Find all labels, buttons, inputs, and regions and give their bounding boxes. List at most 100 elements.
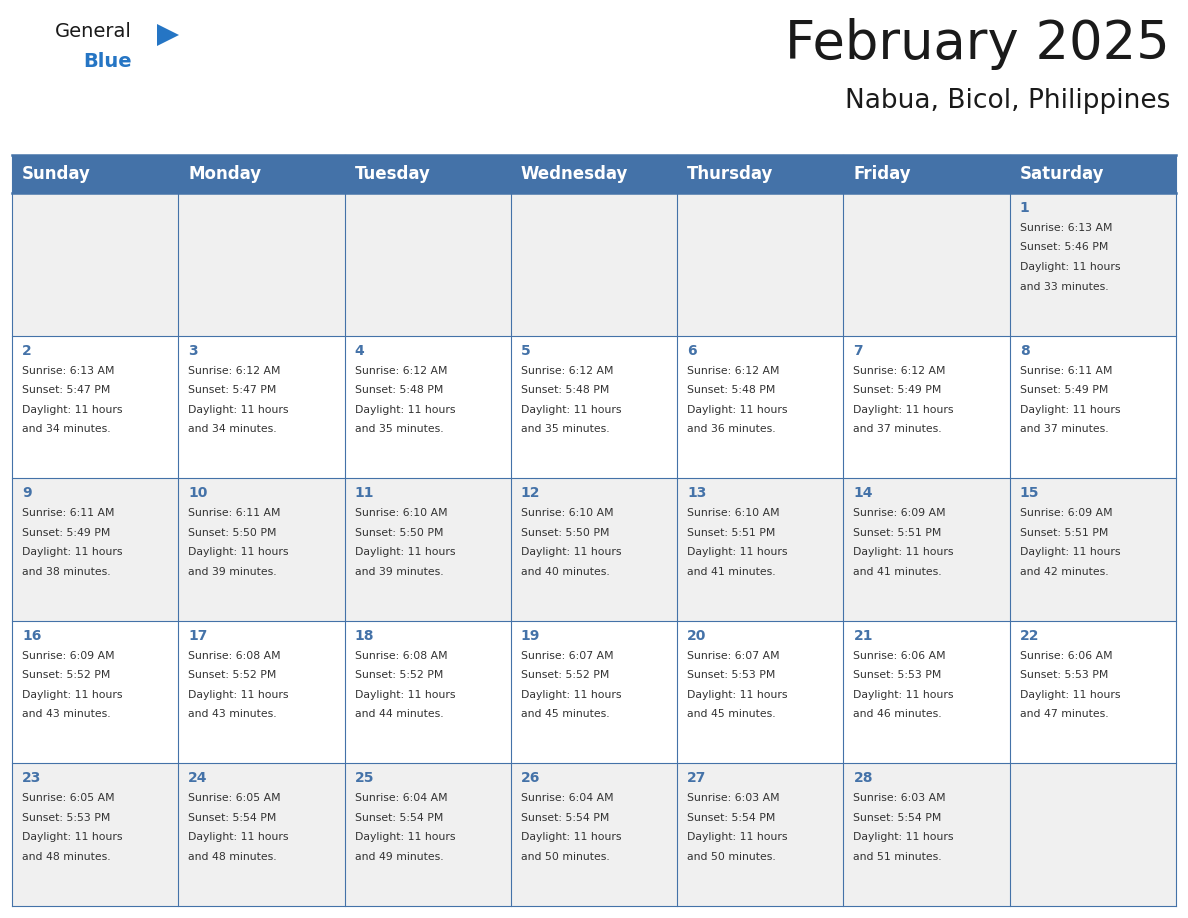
Text: and 44 minutes.: and 44 minutes. xyxy=(354,710,443,720)
Text: 17: 17 xyxy=(188,629,208,643)
Text: Sunrise: 6:09 AM: Sunrise: 6:09 AM xyxy=(23,651,114,661)
Bar xyxy=(677,336,843,478)
Bar xyxy=(677,764,843,906)
Bar xyxy=(178,478,345,621)
Bar xyxy=(178,336,345,478)
Text: Sunrise: 6:10 AM: Sunrise: 6:10 AM xyxy=(354,509,447,518)
Text: Sunday: Sunday xyxy=(23,165,90,183)
Text: Daylight: 11 hours: Daylight: 11 hours xyxy=(520,405,621,415)
Text: Sunset: 5:53 PM: Sunset: 5:53 PM xyxy=(853,670,942,680)
Text: Daylight: 11 hours: Daylight: 11 hours xyxy=(853,547,954,557)
Text: Daylight: 11 hours: Daylight: 11 hours xyxy=(853,405,954,415)
Text: and 43 minutes.: and 43 minutes. xyxy=(23,710,110,720)
Text: 16: 16 xyxy=(23,629,42,643)
Text: and 35 minutes.: and 35 minutes. xyxy=(520,424,609,434)
Text: Sunrise: 6:06 AM: Sunrise: 6:06 AM xyxy=(1019,651,1112,661)
Text: Daylight: 11 hours: Daylight: 11 hours xyxy=(520,833,621,843)
Bar xyxy=(345,764,511,906)
Bar xyxy=(511,155,677,193)
Text: Daylight: 11 hours: Daylight: 11 hours xyxy=(354,405,455,415)
Text: Daylight: 11 hours: Daylight: 11 hours xyxy=(23,547,122,557)
Text: and 41 minutes.: and 41 minutes. xyxy=(853,566,942,577)
Text: and 39 minutes.: and 39 minutes. xyxy=(188,566,277,577)
Text: Sunset: 5:52 PM: Sunset: 5:52 PM xyxy=(23,670,110,680)
Text: Sunrise: 6:04 AM: Sunrise: 6:04 AM xyxy=(354,793,447,803)
Text: Wednesday: Wednesday xyxy=(520,165,628,183)
Text: Daylight: 11 hours: Daylight: 11 hours xyxy=(1019,405,1120,415)
Text: Sunrise: 6:12 AM: Sunrise: 6:12 AM xyxy=(687,365,779,375)
Text: Daylight: 11 hours: Daylight: 11 hours xyxy=(687,405,788,415)
Bar xyxy=(345,478,511,621)
Text: Sunset: 5:52 PM: Sunset: 5:52 PM xyxy=(354,670,443,680)
Text: Sunrise: 6:08 AM: Sunrise: 6:08 AM xyxy=(354,651,447,661)
Bar xyxy=(1010,621,1176,764)
Text: and 48 minutes.: and 48 minutes. xyxy=(188,852,277,862)
Text: Daylight: 11 hours: Daylight: 11 hours xyxy=(1019,262,1120,272)
Text: Sunset: 5:49 PM: Sunset: 5:49 PM xyxy=(1019,385,1108,395)
Text: 24: 24 xyxy=(188,771,208,786)
Text: Daylight: 11 hours: Daylight: 11 hours xyxy=(23,833,122,843)
Text: General: General xyxy=(55,22,132,41)
Text: 6: 6 xyxy=(687,343,697,358)
Bar xyxy=(511,336,677,478)
Text: 28: 28 xyxy=(853,771,873,786)
Bar xyxy=(12,193,178,336)
Text: 2: 2 xyxy=(23,343,32,358)
Text: and 50 minutes.: and 50 minutes. xyxy=(520,852,609,862)
Text: and 34 minutes.: and 34 minutes. xyxy=(23,424,110,434)
Text: and 51 minutes.: and 51 minutes. xyxy=(853,852,942,862)
Text: 21: 21 xyxy=(853,629,873,643)
Text: Sunset: 5:49 PM: Sunset: 5:49 PM xyxy=(853,385,942,395)
Text: Sunrise: 6:10 AM: Sunrise: 6:10 AM xyxy=(520,509,613,518)
Bar xyxy=(843,621,1010,764)
Text: Daylight: 11 hours: Daylight: 11 hours xyxy=(354,833,455,843)
Bar xyxy=(12,478,178,621)
Text: 15: 15 xyxy=(1019,487,1040,500)
Text: Daylight: 11 hours: Daylight: 11 hours xyxy=(520,689,621,700)
Text: Daylight: 11 hours: Daylight: 11 hours xyxy=(23,689,122,700)
Text: Sunrise: 6:11 AM: Sunrise: 6:11 AM xyxy=(1019,365,1112,375)
Text: 7: 7 xyxy=(853,343,862,358)
Text: and 37 minutes.: and 37 minutes. xyxy=(853,424,942,434)
Text: Sunset: 5:48 PM: Sunset: 5:48 PM xyxy=(520,385,609,395)
Text: Tuesday: Tuesday xyxy=(354,165,430,183)
Text: and 37 minutes.: and 37 minutes. xyxy=(1019,424,1108,434)
Text: Sunrise: 6:09 AM: Sunrise: 6:09 AM xyxy=(1019,509,1112,518)
Bar xyxy=(1010,155,1176,193)
Text: Sunset: 5:52 PM: Sunset: 5:52 PM xyxy=(520,670,609,680)
Bar xyxy=(677,621,843,764)
Text: Sunset: 5:54 PM: Sunset: 5:54 PM xyxy=(687,813,776,823)
Text: 13: 13 xyxy=(687,487,707,500)
Bar xyxy=(511,193,677,336)
Bar xyxy=(511,478,677,621)
Text: 3: 3 xyxy=(188,343,198,358)
Text: Sunset: 5:50 PM: Sunset: 5:50 PM xyxy=(188,528,277,538)
Text: Sunrise: 6:05 AM: Sunrise: 6:05 AM xyxy=(188,793,280,803)
Bar xyxy=(843,478,1010,621)
Text: Sunset: 5:53 PM: Sunset: 5:53 PM xyxy=(23,813,110,823)
Bar xyxy=(511,621,677,764)
Text: Daylight: 11 hours: Daylight: 11 hours xyxy=(520,547,621,557)
Text: February 2025: February 2025 xyxy=(785,18,1170,70)
Text: Sunrise: 6:10 AM: Sunrise: 6:10 AM xyxy=(687,509,779,518)
Text: Daylight: 11 hours: Daylight: 11 hours xyxy=(687,547,788,557)
Text: and 35 minutes.: and 35 minutes. xyxy=(354,424,443,434)
Text: Daylight: 11 hours: Daylight: 11 hours xyxy=(687,689,788,700)
Text: Sunrise: 6:13 AM: Sunrise: 6:13 AM xyxy=(23,365,114,375)
Bar xyxy=(345,336,511,478)
Text: 1: 1 xyxy=(1019,201,1030,215)
Text: 23: 23 xyxy=(23,771,42,786)
Text: Sunrise: 6:08 AM: Sunrise: 6:08 AM xyxy=(188,651,280,661)
Text: and 50 minutes.: and 50 minutes. xyxy=(687,852,776,862)
Bar xyxy=(1010,193,1176,336)
Bar xyxy=(677,478,843,621)
Text: Sunrise: 6:07 AM: Sunrise: 6:07 AM xyxy=(520,651,613,661)
Text: Sunrise: 6:05 AM: Sunrise: 6:05 AM xyxy=(23,793,114,803)
Bar xyxy=(843,336,1010,478)
Text: and 49 minutes.: and 49 minutes. xyxy=(354,852,443,862)
Text: Sunrise: 6:12 AM: Sunrise: 6:12 AM xyxy=(520,365,613,375)
Text: Sunrise: 6:12 AM: Sunrise: 6:12 AM xyxy=(188,365,280,375)
Bar xyxy=(345,155,511,193)
Bar xyxy=(12,155,178,193)
Text: Daylight: 11 hours: Daylight: 11 hours xyxy=(188,547,289,557)
